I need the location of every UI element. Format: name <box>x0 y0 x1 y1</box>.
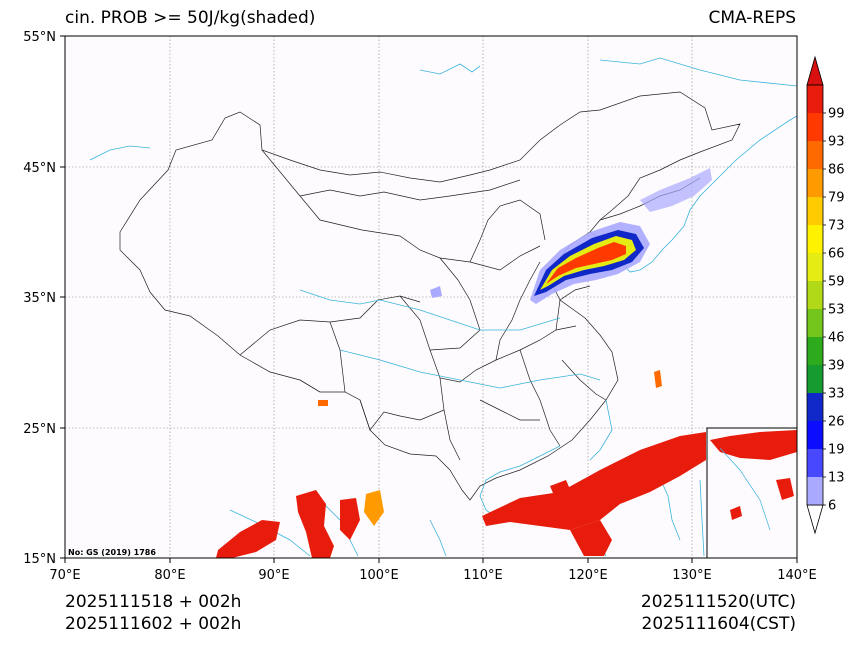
colorbar-cell <box>807 449 823 477</box>
lon-label-90: 90°E <box>258 568 289 583</box>
lat-label-45: 45°N <box>23 161 56 176</box>
colorbar-cell <box>807 169 823 197</box>
colorbar-label: 66 <box>828 247 845 262</box>
colorbar-over-arrow <box>806 55 824 86</box>
colorbar: 6 13 19 26 33 39 46 53 59 66 73 79 86 93 99 <box>806 55 845 535</box>
colorbar-cell <box>807 337 823 365</box>
map-approval-number: No: GS (2019) 1786 <box>68 548 156 557</box>
lon-label-70: 70°E <box>49 568 80 583</box>
colorbar-cell <box>807 113 823 141</box>
lat-label-15: 15°N <box>23 552 56 567</box>
probability-shading <box>216 168 712 558</box>
colorbar-label: 39 <box>828 359 845 374</box>
lat-ticks <box>60 35 65 559</box>
valid-time-cst: 2025111604(CST) <box>641 614 796 634</box>
lon-label-140: 140°E <box>777 568 817 583</box>
colorbar-label: 99 <box>828 107 845 122</box>
colorbar-cell <box>807 365 823 393</box>
colorbar-label: 79 <box>828 191 845 206</box>
colorbar-cell <box>807 225 823 253</box>
lat-label-55: 55°N <box>23 30 56 45</box>
map-title: cin. PROB >= 50J/kg(shaded) <box>65 8 316 28</box>
lon-label-120: 120°E <box>568 568 608 583</box>
lat-label-25: 25°N <box>23 422 56 437</box>
lon-label-110: 110°E <box>463 568 503 583</box>
colorbar-label: 26 <box>828 415 845 430</box>
colorbar-label: 13 <box>828 471 845 486</box>
colorbar-cell <box>807 393 823 421</box>
lon-label-80: 80°E <box>154 568 185 583</box>
init-time-cst: 2025111602 + 002h <box>65 614 242 634</box>
colorbar-cell <box>807 281 823 309</box>
colorbar-cell <box>807 421 823 449</box>
valid-time-utc: 2025111520(UTC) <box>640 592 796 612</box>
lon-ticks <box>64 558 798 563</box>
colorbar-cell <box>807 197 823 225</box>
lon-label-100: 100°E <box>359 568 399 583</box>
colorbar-label: 53 <box>828 303 845 318</box>
lat-label-35: 35°N <box>23 291 56 306</box>
colorbar-label: 46 <box>828 331 845 346</box>
inset-map <box>706 427 798 559</box>
colorbar-label: 33 <box>828 387 845 402</box>
init-time-utc: 2025111518 + 002h <box>65 592 242 612</box>
colorbar-label: 59 <box>828 275 845 290</box>
colorbar-cell <box>807 253 823 281</box>
colorbar-cell <box>807 85 823 113</box>
colorbar-label: 6 <box>828 499 836 514</box>
colorbar-label: 86 <box>828 163 845 178</box>
colorbar-cell <box>807 309 823 337</box>
colorbar-label: 19 <box>828 443 845 458</box>
colorbar-label: 93 <box>828 135 845 150</box>
lon-label-130: 130°E <box>672 568 712 583</box>
model-name: CMA-REPS <box>708 8 796 28</box>
colorbar-frame <box>806 84 824 506</box>
colorbar-cell <box>807 141 823 169</box>
colorbar-label: 73 <box>828 219 845 234</box>
graticule <box>65 36 797 558</box>
colorbar-cell <box>807 477 823 505</box>
colorbar-under-arrow <box>806 504 824 535</box>
